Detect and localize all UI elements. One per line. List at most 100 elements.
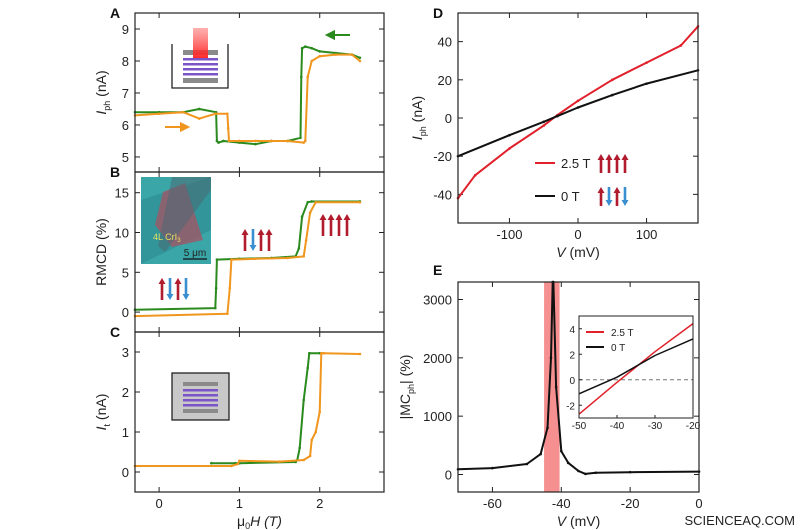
data-point — [308, 351, 311, 355]
graphite-flake — [158, 177, 211, 252]
y-label-sub: ph — [418, 126, 428, 136]
y-label-main: I — [93, 111, 109, 115]
spin-up-arrow-icon — [621, 154, 629, 173]
spin-up-arrow-icon — [597, 154, 605, 173]
data-point — [227, 139, 231, 143]
data-point — [473, 173, 477, 177]
y-tick-label: 20 — [438, 73, 452, 88]
y-label-sub: t — [102, 423, 112, 426]
cri3-layer — [183, 394, 218, 397]
data-point — [302, 458, 305, 462]
data-point — [549, 356, 553, 360]
data-point — [318, 410, 322, 414]
cri3-layer — [183, 389, 218, 392]
spin-up-arrow-icon — [265, 229, 273, 251]
y-tick-label: 0 — [122, 305, 129, 320]
data-point — [525, 462, 529, 466]
data-point — [556, 114, 559, 118]
y-tick-label: 3000 — [423, 293, 452, 308]
axes-frame — [457, 281, 700, 493]
data-point — [306, 366, 309, 370]
y-label-unit: (nA) — [409, 96, 425, 126]
y-tick-label: 9 — [122, 22, 129, 37]
y-axis-label: Iph (nA) — [93, 70, 112, 114]
y-tick-label: -20 — [433, 149, 452, 164]
panel-label: A — [110, 5, 120, 21]
data-point — [226, 312, 229, 315]
data-point — [576, 99, 580, 103]
y-label-main: I — [409, 136, 425, 140]
watermark: SCIENCEAQ.COM — [684, 513, 795, 528]
y-tick-label: 0 — [445, 468, 452, 483]
container-outline — [171, 44, 229, 89]
inset-x-tick-label: -50 — [572, 421, 587, 432]
y-label-main: RMCD (%) — [93, 218, 109, 286]
data-point — [215, 258, 219, 261]
y-axis-label: |MCph| (%) — [397, 355, 416, 420]
data-point — [559, 449, 563, 453]
x-label-main: μ — [237, 513, 245, 529]
inset-legend-label: 2.5 T — [611, 328, 634, 339]
data-point — [254, 139, 257, 143]
data-point — [314, 200, 318, 204]
x-tick-label: 0 — [155, 496, 162, 511]
spin-down-arrow-icon — [249, 229, 257, 251]
y-tick-label: 8 — [122, 54, 129, 69]
x-tick-label: 100 — [636, 227, 658, 242]
spin-up-arrow-icon — [343, 214, 351, 236]
inset-legend-label: 0 T — [611, 343, 625, 354]
scale-bar-label: 5 μm — [184, 248, 206, 259]
y-tick-label: 0 — [445, 111, 452, 126]
data-point — [508, 147, 511, 150]
spin-down-arrow-icon — [166, 278, 174, 300]
y-tick-label: 1000 — [423, 409, 452, 424]
data-point — [300, 215, 304, 218]
x-tick-label: 1 — [236, 496, 243, 511]
data-point — [215, 139, 219, 143]
device-schematic-dark — [171, 372, 230, 421]
data-point — [214, 306, 217, 310]
series-line-black — [578, 338, 694, 395]
data-point — [610, 93, 614, 97]
sweep-up-arrow-icon — [165, 121, 191, 133]
inset-y-tick-label: 2 — [569, 350, 575, 361]
data-point — [310, 200, 314, 203]
data-point — [308, 211, 312, 214]
spin-up-arrow-icon — [597, 187, 605, 206]
top-electrode — [183, 382, 218, 386]
data-point — [310, 438, 314, 442]
data-point — [491, 466, 494, 470]
data-point — [270, 139, 273, 143]
axes-frame — [457, 12, 699, 224]
data-point — [226, 112, 229, 116]
data-point — [302, 255, 305, 258]
flake-label-sub: 3 — [177, 238, 181, 244]
panel-label: B — [110, 164, 120, 180]
spin-up-arrow-icon — [613, 154, 621, 173]
data-point — [554, 385, 558, 389]
data-point — [197, 117, 201, 120]
x-label-sub: 0 — [245, 521, 250, 530]
data-point — [358, 59, 362, 63]
series-line-red — [457, 25, 699, 199]
data-point — [310, 46, 314, 50]
data-point — [238, 459, 241, 463]
spin-up-arrow-icon — [613, 187, 621, 206]
data-point — [286, 139, 289, 143]
data-point — [358, 352, 362, 356]
data-point — [358, 56, 362, 60]
data-point — [230, 464, 233, 468]
cri3-layer — [183, 399, 218, 402]
bottom-electrode — [183, 409, 218, 413]
y-tick-label: 1 — [122, 425, 129, 440]
y-tick-label: 15 — [115, 186, 129, 201]
panel-D: D -40 -20 0 20 40 -100 0 100 Iph (nA) V (mV) 2.5 T 0… — [409, 5, 700, 260]
x-label-rest: (mV) — [566, 513, 600, 529]
data-point — [308, 454, 312, 458]
data-point — [299, 136, 302, 140]
data-point — [320, 351, 323, 355]
